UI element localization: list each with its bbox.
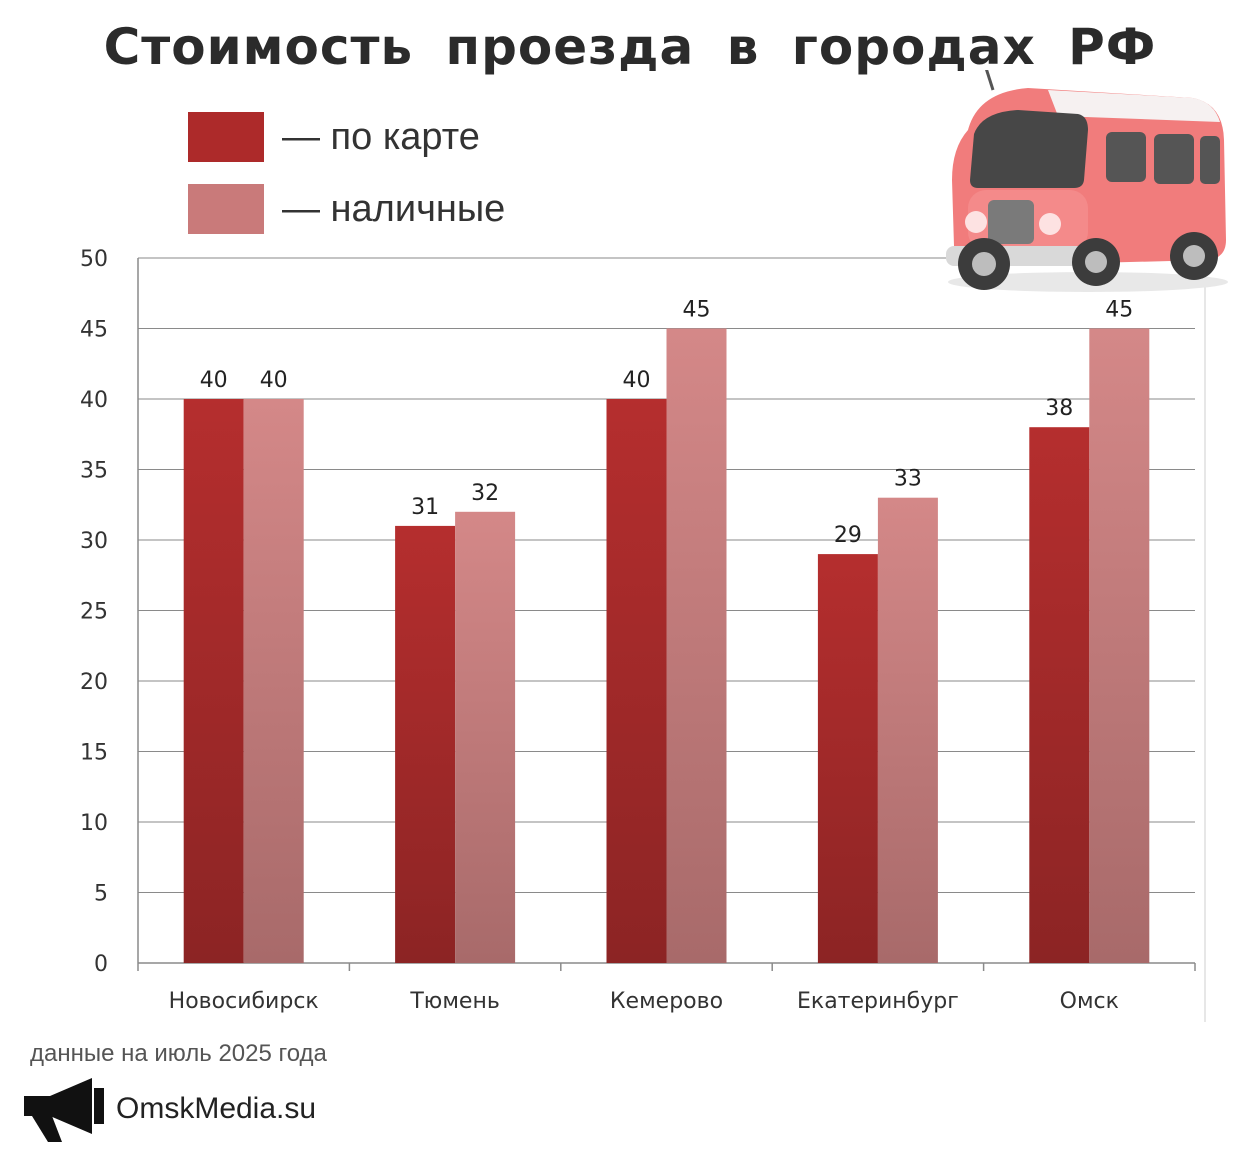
x-category-label: Кемерово: [610, 989, 723, 1014]
legend-item-cash: — наличные: [188, 184, 505, 234]
y-tick-label: 5: [94, 882, 108, 907]
legend-label-card: — по карте: [282, 115, 480, 158]
data-label: 40: [260, 368, 288, 393]
y-tick-label: 20: [80, 670, 108, 695]
y-tick-label: 10: [80, 811, 108, 836]
bus-illustration: [946, 70, 1228, 292]
bar: [877, 497, 938, 963]
bar: [817, 554, 878, 963]
x-category-label: Екатеринбург: [797, 989, 959, 1014]
data-label: 40: [623, 368, 651, 393]
data-label: 33: [894, 467, 922, 492]
y-tick-label: 45: [80, 318, 108, 343]
data-label: 31: [411, 495, 439, 520]
data-label: 45: [1105, 298, 1133, 323]
bar-chart: 0 5 10 15 20 25 30 35 40 45 50 Новосибирск Тюмень Кем…: [80, 247, 1206, 1022]
bar: [243, 399, 304, 963]
page-title: Стоимость проезда в городах РФ: [103, 18, 1157, 76]
x-category-label: Новосибирск: [169, 989, 319, 1014]
bar: [666, 328, 727, 963]
data-label: 38: [1045, 396, 1073, 421]
bar: [606, 399, 667, 963]
data-labels: 40 40 31 32 40 45 29 33 38 45: [200, 298, 1134, 549]
megaphone-icon: [24, 1078, 104, 1142]
legend-label-cash: — наличные: [282, 187, 506, 230]
data-label: 40: [200, 368, 228, 393]
data-label: 29: [834, 523, 862, 548]
y-tick-label: 0: [94, 952, 108, 977]
x-category-label: Омск: [1060, 989, 1119, 1014]
data-label: 45: [683, 298, 711, 323]
bar: [1089, 328, 1150, 963]
bars: [183, 328, 1150, 963]
brand-name: OmskMedia.su: [116, 1092, 317, 1125]
bar: [455, 511, 516, 963]
y-tick-label: 50: [80, 247, 108, 272]
y-tick-label: 25: [80, 600, 108, 625]
y-tick-label: 35: [80, 459, 108, 484]
y-tick-label: 15: [80, 741, 108, 766]
legend-item-card: — по карте: [188, 112, 480, 162]
y-tick-label: 30: [80, 529, 108, 554]
axes: 0 5 10 15 20 25 30 35 40 45 50 Новосибирск Тюмень Кем…: [80, 247, 1206, 1022]
bar: [1029, 427, 1090, 963]
brand: OmskMedia.su: [22, 1074, 316, 1144]
data-date-note: данные на июль 2025 года: [30, 1040, 327, 1067]
x-category-label: Тюмень: [409, 989, 499, 1014]
bar: [395, 525, 456, 963]
legend-swatch-card: [188, 112, 264, 162]
data-label: 32: [471, 481, 499, 506]
legend-swatch-cash: [188, 184, 264, 234]
y-tick-label: 40: [80, 388, 108, 413]
bar: [183, 399, 244, 963]
